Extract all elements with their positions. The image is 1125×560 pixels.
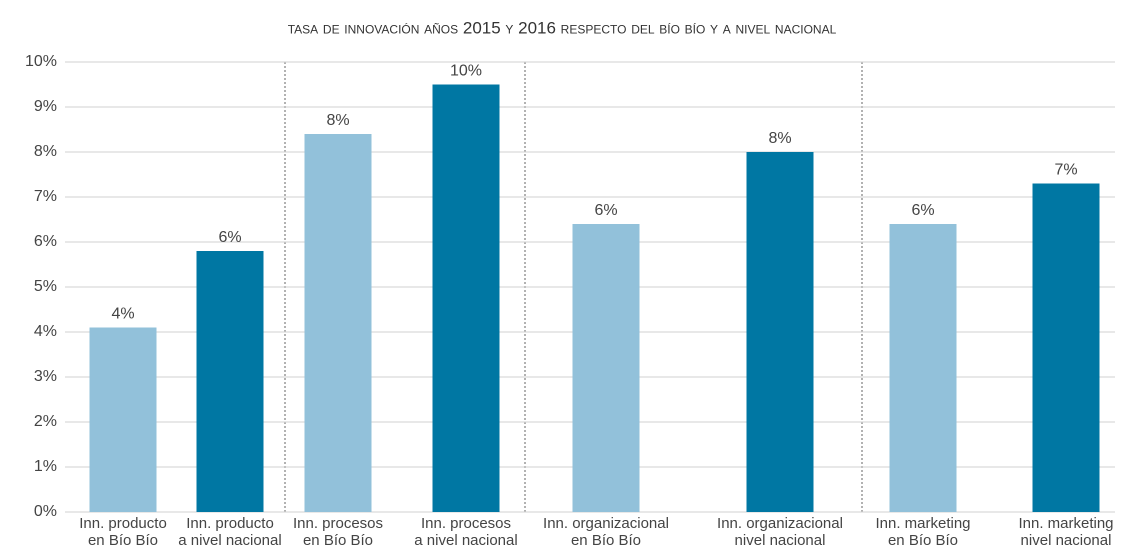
y-tick-label: 3%	[34, 368, 57, 385]
y-tick-label: 9%	[34, 98, 57, 115]
x-tick-label: Inn. marketing en Bío Bío	[875, 515, 971, 549]
data-label: 6%	[218, 229, 241, 246]
data-label: 7%	[1054, 162, 1077, 179]
bar	[196, 251, 264, 512]
y-tick-label: 2%	[34, 413, 57, 430]
bar	[746, 152, 814, 512]
y-tick-label: 7%	[34, 188, 57, 205]
data-label: 6%	[594, 202, 617, 219]
chart-title: tasa de innovación años 2015 y 2016 resp…	[288, 18, 837, 37]
bar	[889, 224, 957, 512]
bar	[304, 134, 372, 512]
x-tick-label: Inn. procesos en Bío Bío	[292, 515, 384, 549]
y-tick-label: 5%	[34, 278, 57, 295]
data-label: 10%	[450, 63, 482, 80]
bar	[432, 84, 500, 512]
y-tick-label: 1%	[34, 458, 57, 475]
data-label: 8%	[326, 112, 349, 129]
x-tick-label: Inn. procesos a nivel nacional	[414, 515, 518, 549]
y-tick-label: 6%	[34, 233, 57, 250]
x-tick-label: Inn. producto en Bío Bío	[79, 515, 167, 549]
x-tick-label: Inn. organizacional nivel nacional	[717, 515, 843, 549]
y-tick-label: 10%	[25, 53, 57, 70]
y-tick-label: 4%	[34, 323, 57, 340]
data-label: 4%	[111, 306, 134, 323]
x-tick-label: Inn. organizacional en Bío Bío	[543, 515, 669, 549]
y-tick-label: 8%	[34, 143, 57, 160]
x-tick-label: Inn. marketing nivel nacional	[1018, 515, 1114, 549]
data-label: 8%	[768, 130, 791, 147]
data-label: 6%	[911, 202, 934, 219]
x-tick-label: Inn. producto a nivel nacional	[178, 515, 282, 549]
bar	[89, 327, 157, 512]
bar	[1032, 183, 1100, 512]
y-tick-label: 0%	[34, 503, 57, 520]
bar	[572, 224, 640, 512]
